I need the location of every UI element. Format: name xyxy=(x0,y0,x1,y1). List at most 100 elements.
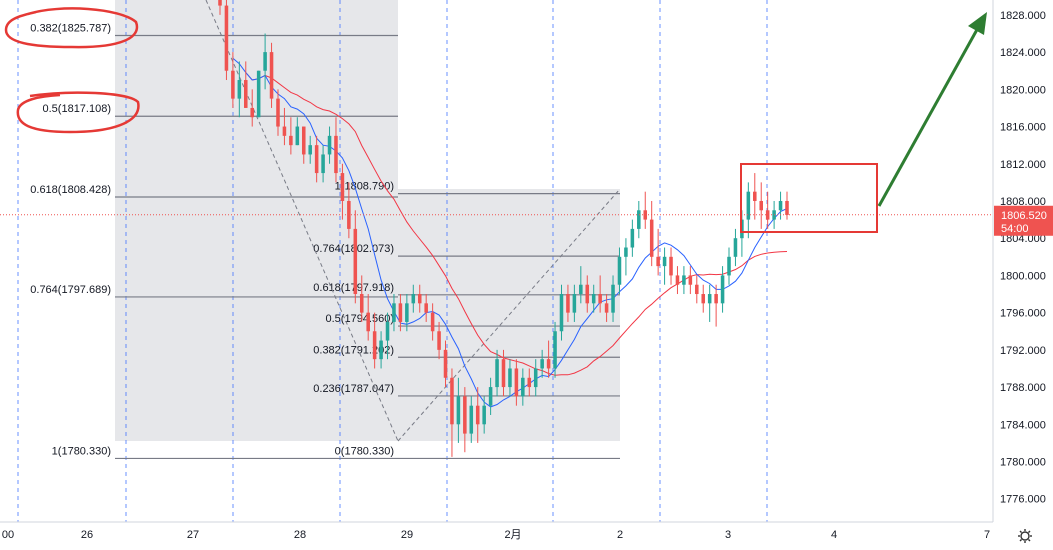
settings-gear-icon[interactable] xyxy=(1018,529,1032,543)
candle xyxy=(579,266,583,304)
bar-countdown-label: 54:00 xyxy=(1001,223,1029,235)
candle xyxy=(437,321,441,360)
fib-zone-right xyxy=(398,189,620,441)
candle xyxy=(643,191,648,229)
candle xyxy=(488,377,493,415)
candle xyxy=(669,247,673,285)
price-tick-label: 1824.000 xyxy=(1000,47,1046,59)
candle xyxy=(282,107,287,146)
candle xyxy=(237,61,242,118)
candle xyxy=(379,331,383,369)
candle xyxy=(405,294,409,332)
candle xyxy=(598,275,602,313)
price-tick-label: 1784.000 xyxy=(1000,419,1046,431)
candle xyxy=(359,275,364,322)
candle xyxy=(501,349,506,397)
fib-zone-left xyxy=(115,0,398,441)
fib-left-lines: 0.382(1825.787) 0.5(1817.108) 0.618(1808.4… xyxy=(30,22,398,460)
candle xyxy=(682,266,686,295)
candle xyxy=(746,182,751,239)
current-price-label: 1806.520 xyxy=(1001,210,1047,222)
fast-moving-average-line xyxy=(232,57,788,408)
price-tick-label: 1788.000 xyxy=(1000,382,1046,394)
candle xyxy=(617,247,622,295)
fib-level-label: 0.618(1808.428) xyxy=(30,184,111,196)
candle xyxy=(224,0,229,81)
candle xyxy=(308,135,312,164)
candle xyxy=(424,294,428,322)
price-tick-label: 1796.000 xyxy=(1000,308,1046,320)
candle xyxy=(675,266,680,295)
fib-level-label: 1(1808.790) xyxy=(335,181,394,193)
fib-level-label: 0(1780.330) xyxy=(335,445,394,457)
candle xyxy=(727,247,731,285)
price-tick-label: 1780.000 xyxy=(1000,457,1046,469)
candle xyxy=(495,349,499,397)
fib-level-label: 0.236(1787.047) xyxy=(313,383,394,395)
candle xyxy=(662,247,667,285)
candle xyxy=(521,368,525,406)
circle-annotation-05 xyxy=(16,91,140,134)
candle xyxy=(475,387,480,443)
candle xyxy=(366,294,370,341)
candle xyxy=(566,284,570,322)
candle xyxy=(417,284,422,313)
candle xyxy=(624,238,628,276)
candle xyxy=(463,387,467,453)
time-axis[interactable]: 00 26 27 28 29 2月 2 3 4 7 xyxy=(2,529,990,541)
fib-level-label: 0.764(1797.689) xyxy=(30,284,111,296)
candle xyxy=(585,275,590,313)
candle xyxy=(372,312,377,369)
fib-level-label: 1(1780.330) xyxy=(52,445,111,457)
candle xyxy=(753,173,757,220)
candle xyxy=(482,396,486,434)
candle xyxy=(411,284,416,313)
time-tick-label: 4 xyxy=(831,529,837,541)
time-tick-label: 27 xyxy=(187,529,199,541)
time-tick-label: 29 xyxy=(401,529,413,541)
candle xyxy=(540,349,544,378)
price-tick-label: 1800.000 xyxy=(1000,270,1046,282)
candle xyxy=(353,210,358,304)
price-tick-label: 1812.000 xyxy=(1000,159,1046,171)
time-tick-label: 26 xyxy=(81,529,93,541)
candle xyxy=(637,200,641,239)
time-tick-label: 2月 xyxy=(504,529,521,541)
candle xyxy=(443,340,448,388)
candle xyxy=(591,284,596,313)
candle xyxy=(611,275,615,322)
candle xyxy=(263,33,267,90)
price-tick-label: 1808.000 xyxy=(1000,196,1046,208)
time-tick-label: 7 xyxy=(984,529,990,541)
candle xyxy=(231,52,235,108)
time-tick-label: 2 xyxy=(617,529,623,541)
candle xyxy=(469,396,474,443)
candle xyxy=(733,228,738,267)
candle xyxy=(707,284,712,322)
candle xyxy=(630,219,635,257)
candlestick-series xyxy=(218,0,789,457)
up-arrow xyxy=(877,12,987,207)
price-tick-label: 1816.000 xyxy=(1000,122,1046,134)
candle xyxy=(269,42,274,108)
candle xyxy=(289,117,293,155)
candle xyxy=(314,135,319,183)
candle xyxy=(256,70,261,118)
price-axis[interactable]: 1828.000 1824.000 1820.000 1816.000 1812.000… xyxy=(1000,10,1046,506)
candle xyxy=(572,284,577,322)
highlight-box xyxy=(740,163,878,233)
candle xyxy=(327,126,332,164)
price-tick-label: 1828.000 xyxy=(1000,10,1046,22)
candle xyxy=(778,191,783,220)
candle xyxy=(450,368,454,457)
circle-annotation-0382 xyxy=(4,7,139,49)
candle xyxy=(649,200,654,267)
candle xyxy=(759,182,763,229)
fib-level-label: 0.382(1825.787) xyxy=(30,22,111,34)
candle xyxy=(656,228,660,276)
hand-drawn-circles xyxy=(4,7,140,134)
session-lines xyxy=(17,0,768,522)
candle xyxy=(398,294,403,332)
fib-level-label: 0.5(1794.560) xyxy=(326,313,395,325)
